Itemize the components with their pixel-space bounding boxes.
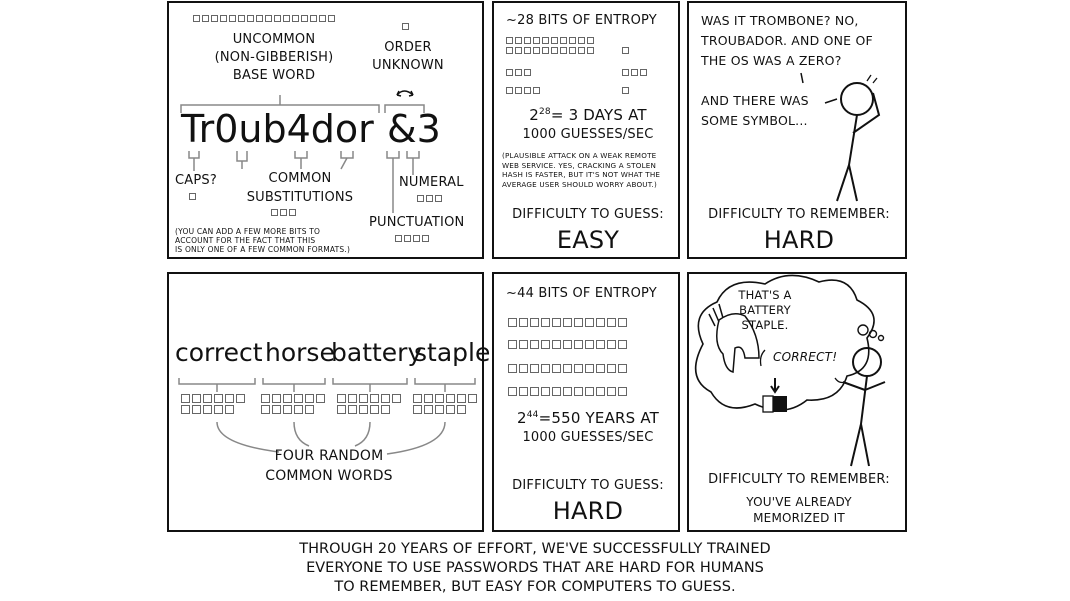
entropy-boxes-row-4b (622, 87, 629, 94)
numeral-label: NUMERAL (399, 175, 464, 190)
caps-label: CAPS? (175, 173, 217, 188)
entropy-boxes-row-1 (506, 37, 594, 44)
word-2-boxes-a (261, 394, 325, 403)
panel-troubador-breakdown: UNCOMMON (NON-GIBBERISH) BASE WORD ORDER UN… (167, 1, 484, 259)
guess-rate: 1000 GUESSES/SEC (522, 127, 654, 142)
speech-bubble-text: WAS IT TROMBONE? NO, TROUBADOR. AND ONE O… (701, 13, 873, 68)
caps-box (189, 193, 196, 200)
difficulty-remember-label: DIFFICULTY TO REMEMBER: (708, 207, 890, 222)
panel-passphrase-breakdown: correct horse battery staple FOUR RANDOM… (167, 272, 490, 532)
word-3-boxes-b (337, 405, 390, 414)
order-label: ORDER UNKNOWN (372, 40, 444, 73)
panel-passphrase-entropy: ~44 BITS OF ENTROPY 244=550 YEARS AT 100… (492, 272, 680, 532)
entropy-boxes-row-2 (506, 47, 594, 54)
stick-figure (842, 375, 886, 467)
crack-time-equation: 228= 3 DAYS AT (529, 106, 647, 124)
comic-caption: THROUGH 20 YEARS OF EFFORT, WE'VE SUCCES… (299, 541, 771, 595)
entropy-label: ~44 BITS OF ENTROPY (506, 286, 657, 301)
entropy-boxes-row-4 (506, 87, 540, 94)
entropy-label: ~28 BITS OF ENTROPY (506, 13, 657, 28)
passphrase-word-battery: battery (331, 338, 423, 367)
difficulty-remember-label: DIFFICULTY TO REMEMBER: (708, 472, 890, 487)
word-1-boxes-a (181, 394, 245, 403)
substitutions-label: COMMON SUBSTITUTIONS (246, 171, 354, 205)
substitution-boxes (271, 209, 296, 216)
thought-text: THAT'S A BATTERY STAPLE. (738, 288, 792, 332)
panel-troubador-memory: WAS IT TROMBONE? NO, TROUBADOR. AND ONE O… (687, 1, 907, 259)
horse-icon (716, 313, 760, 373)
difficulty-guess-value: HARD (552, 497, 624, 525)
difficulty-guess-label: DIFFICULTY TO GUESS: (512, 478, 664, 493)
passphrase-brackets (178, 378, 476, 455)
entropy-boxes-row-3b (622, 69, 647, 76)
punctuation-boxes (395, 235, 429, 242)
password-troubador: Tr0ub4dor (181, 107, 374, 151)
entropy-boxes-row-1 (508, 318, 627, 327)
arrow-down-icon (770, 378, 780, 394)
bracket-base-word (180, 90, 425, 213)
difficulty-remember-value: HARD (763, 226, 835, 254)
crack-time-equation: 244=550 YEARS AT (516, 409, 660, 427)
entropy-box-order (622, 47, 629, 54)
passphrase-word-staple: staple (414, 338, 491, 367)
entropy-boxes-row-3 (508, 364, 627, 373)
attack-note: (PLAUSIBLE ATTACK ON A WEAK REMOTE WEB SE… (502, 151, 661, 189)
word-2-boxes-b (261, 405, 314, 414)
password-suffix: &3 (387, 107, 441, 151)
correct-text: CORRECT! (773, 350, 838, 364)
word-4-boxes-a (413, 394, 477, 403)
format-footnote: (YOU CAN ADD A FEW MORE BITS TO ACCOUNT F… (175, 227, 351, 254)
word-1-boxes-b (181, 405, 234, 414)
thought-cloud (694, 274, 886, 467)
entropy-boxes-row-3 (506, 69, 531, 76)
panel-passphrase-memory: THAT'S A BATTERY STAPLE. CORRECT! DIFFICUL… (687, 272, 907, 532)
passphrase-word-correct: correct (175, 338, 263, 367)
base-word-label: UNCOMMON (NON-GIBBERISH) BASE WORD (214, 32, 334, 83)
punctuation-label: PUNCTUATION (369, 215, 465, 230)
word-3-boxes-a (337, 394, 401, 403)
panel-troubador-entropy: ~28 BITS OF ENTROPY 228= 3 DAYS AT 1000 … (492, 1, 680, 259)
speech-bubble-text-2: AND THERE WAS SOME SYMBOL... (701, 93, 809, 128)
numeral-boxes (417, 195, 442, 202)
difficulty-guess-value: EASY (556, 226, 620, 254)
entropy-boxes-row-4 (508, 387, 627, 396)
stick-figure-thinking (800, 72, 881, 202)
four-random-words-label: FOUR RANDOM COMMON WORDS (265, 448, 393, 484)
entropy-box-order (402, 23, 409, 30)
passphrase-word-horse: horse (265, 338, 335, 367)
entropy-boxes-row-2 (508, 340, 627, 349)
guess-rate: 1000 GUESSES/SEC (522, 430, 654, 445)
word-4-boxes-b (413, 405, 466, 414)
difficulty-remember-value: YOU'VE ALREADY MEMORIZED IT (746, 495, 852, 525)
difficulty-guess-label: DIFFICULTY TO GUESS: (512, 207, 664, 222)
entropy-boxes-base (193, 15, 335, 22)
